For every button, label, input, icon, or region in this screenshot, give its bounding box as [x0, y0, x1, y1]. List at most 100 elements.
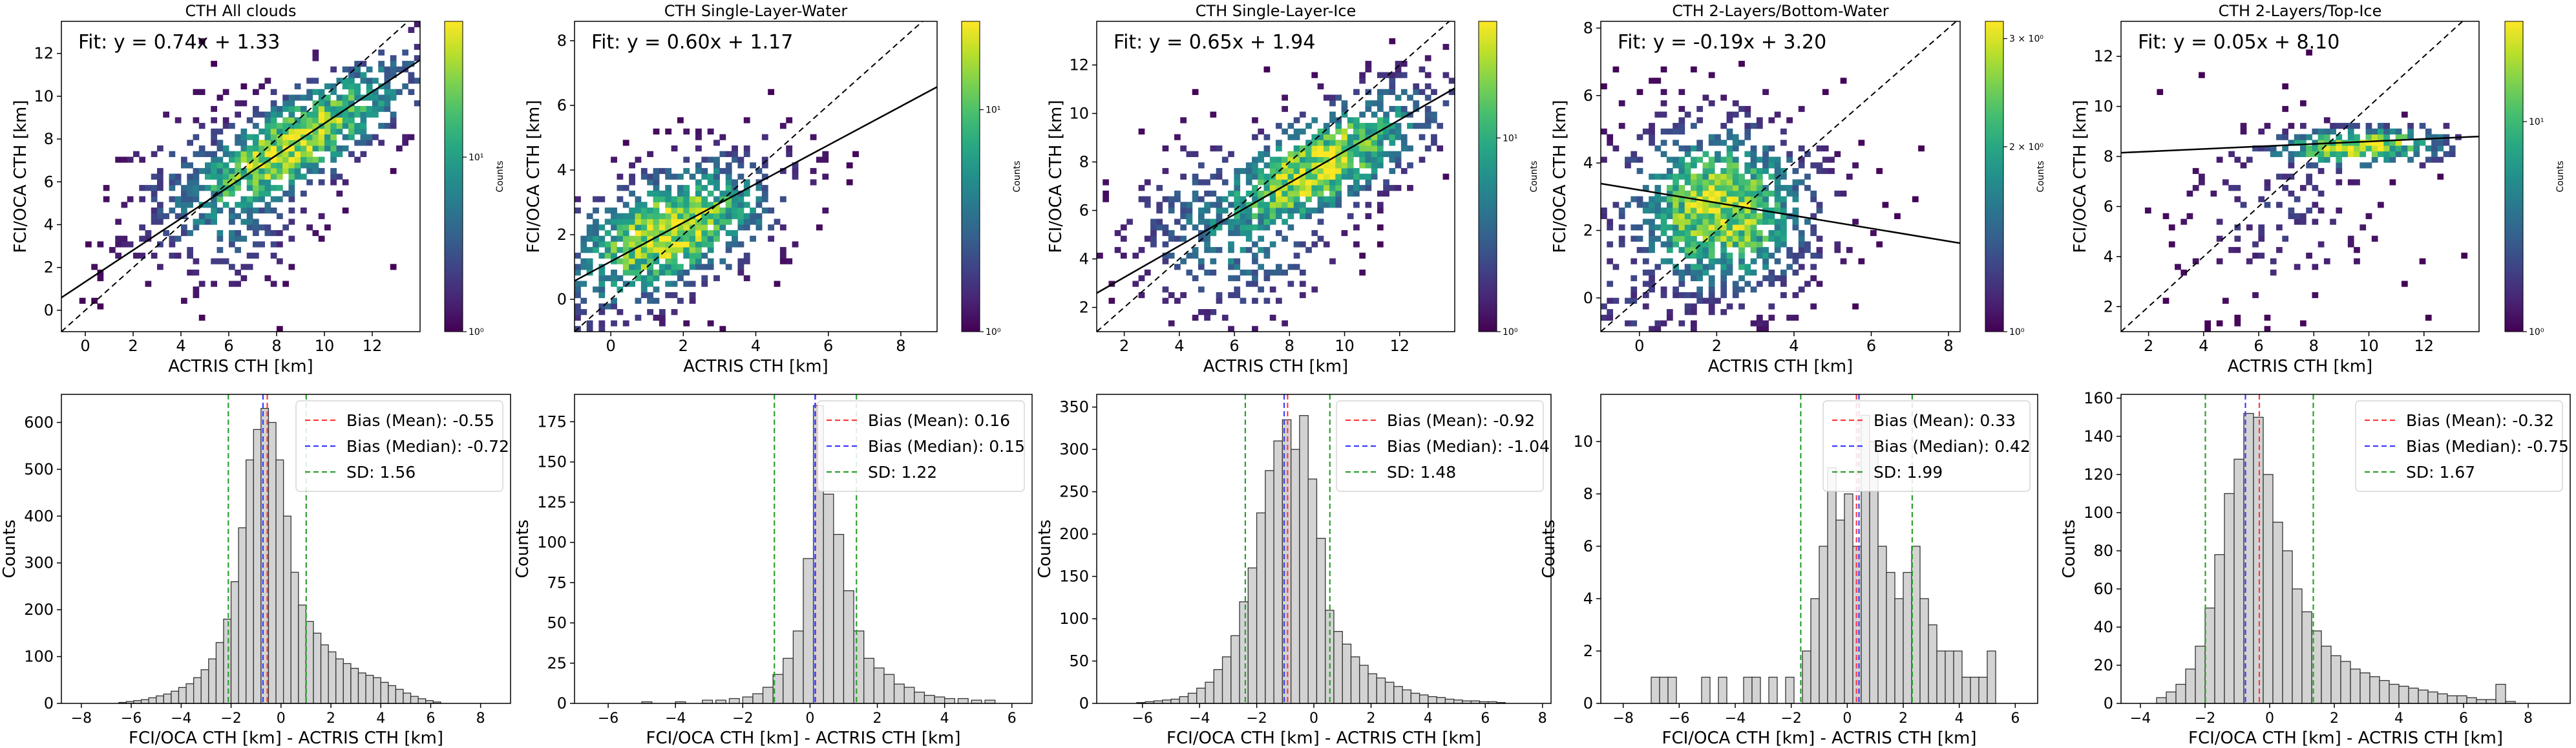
heatmap-cell — [1702, 202, 1709, 208]
heatmap-cell — [229, 264, 235, 270]
heatmap-cell — [151, 208, 158, 214]
heatmap-cell — [593, 247, 599, 253]
heatmap-cell — [1335, 185, 1342, 191]
heatmap-cell — [647, 247, 654, 253]
heatmap-cell — [1691, 219, 1697, 225]
heatmap-cell — [647, 173, 654, 180]
heatmap-cell — [1210, 230, 1217, 237]
heatmap-cell — [1311, 208, 1318, 214]
fit-line — [1601, 182, 1960, 244]
heatmap-cell — [1762, 156, 1769, 163]
heatmap-cell — [193, 185, 200, 191]
heatmap-cell — [1726, 117, 1733, 123]
heatmap-cell — [2383, 128, 2390, 135]
histogram-bar — [320, 644, 329, 704]
heatmap-cell — [852, 151, 859, 157]
heatmap-cell — [1666, 235, 1673, 242]
heatmap-cell — [1282, 173, 1288, 180]
heatmap-cell — [235, 100, 241, 107]
heatmap-cell — [1282, 208, 1288, 214]
heatmap-cell — [1282, 94, 1288, 101]
heatmap-cell — [1180, 235, 1187, 242]
heatmap-cell — [396, 66, 403, 73]
heatmap-cell — [1684, 247, 1691, 253]
heatmap-cell — [1335, 173, 1342, 180]
histogram-bar — [1844, 493, 1853, 704]
heatmap-cell — [306, 179, 313, 186]
heatmap-cell — [1216, 213, 1223, 219]
heatmap-cell — [1684, 208, 1691, 214]
heatmap-cell — [1299, 270, 1306, 276]
heatmap-cell — [1389, 140, 1396, 146]
heatmap-cell — [1631, 297, 1638, 304]
heatmap-cell — [1642, 128, 1649, 135]
heatmap-cell — [1744, 281, 1751, 287]
heatmap-cell — [288, 151, 295, 157]
heatmap-cell — [725, 185, 732, 191]
heatmap-cell — [653, 213, 660, 219]
heatmap-cell — [1696, 105, 1704, 112]
heatmap-cell — [1395, 61, 1402, 67]
heatmap-cell — [1258, 219, 1265, 225]
histogram-bar — [2340, 661, 2351, 704]
heatmap-cell — [1335, 179, 1342, 186]
heatmap-cell — [378, 66, 385, 73]
heatmap-cell — [1691, 247, 1697, 253]
colorbar-label: Counts — [2036, 161, 2046, 193]
fit-line — [2121, 135, 2479, 154]
heatmap-cell — [665, 292, 672, 299]
heatmap-cell — [743, 219, 750, 225]
histogram-bar — [803, 558, 814, 704]
heatmap-cell — [640, 230, 648, 237]
heatmap-cell — [1607, 281, 1614, 287]
heatmap-cell — [2437, 140, 2444, 146]
y-tick-label: 175 — [537, 412, 567, 431]
heatmap-cell — [282, 94, 289, 101]
histogram-bar — [1213, 668, 1223, 704]
heatmap-cell — [1305, 185, 1312, 191]
heatmap-cell — [1359, 252, 1366, 259]
heatmap-cell — [653, 128, 660, 135]
heatmap-cell — [324, 134, 331, 140]
heatmap-cell — [1732, 213, 1739, 219]
heatmap-cell — [246, 213, 253, 219]
heatmap-cell — [2192, 167, 2199, 175]
heatmap-cell — [270, 100, 277, 107]
heatmap-cell — [348, 72, 355, 78]
heatmap-cell — [1708, 230, 1715, 237]
heatmap-cell — [1607, 134, 1614, 140]
heatmap-cell — [240, 264, 248, 270]
heatmap-cell — [750, 162, 756, 169]
x-tick-label: 8 — [896, 337, 905, 355]
x-tick-label: 2 — [873, 711, 882, 727]
heatmap-cell — [1377, 89, 1384, 95]
heatmap-cell — [635, 264, 642, 270]
heatmap-cell — [647, 179, 654, 186]
heatmap-cell — [1198, 309, 1205, 315]
heatmap-cell — [2222, 297, 2229, 304]
heatmap-cell — [115, 252, 121, 259]
colorbar-tick-label: 10¹ — [469, 153, 483, 163]
heatmap-cell — [598, 320, 606, 326]
heatmap-cell — [1673, 213, 1679, 219]
heatmap-cell — [1305, 213, 1312, 219]
heatmap-cell — [360, 117, 367, 123]
heatmap-cell — [408, 78, 415, 84]
heatmap-cell — [1174, 196, 1181, 202]
heatmap-cell — [372, 134, 379, 140]
heatmap-cell — [1311, 151, 1318, 157]
heatmap-cell — [1649, 134, 1655, 140]
heatmap-cell — [598, 281, 606, 287]
heatmap-cell — [1180, 145, 1187, 152]
heatmap-cell — [121, 202, 128, 208]
heatmap-cell — [1732, 145, 1739, 152]
heatmap-cell — [2317, 134, 2325, 140]
heatmap-cell — [1660, 89, 1667, 95]
heatmap-cell — [575, 292, 581, 299]
heatmap-cell — [1419, 156, 1426, 163]
heatmap-cell — [1684, 111, 1691, 118]
heatmap-cell — [1317, 190, 1324, 197]
heatmap-cell — [2317, 145, 2325, 152]
